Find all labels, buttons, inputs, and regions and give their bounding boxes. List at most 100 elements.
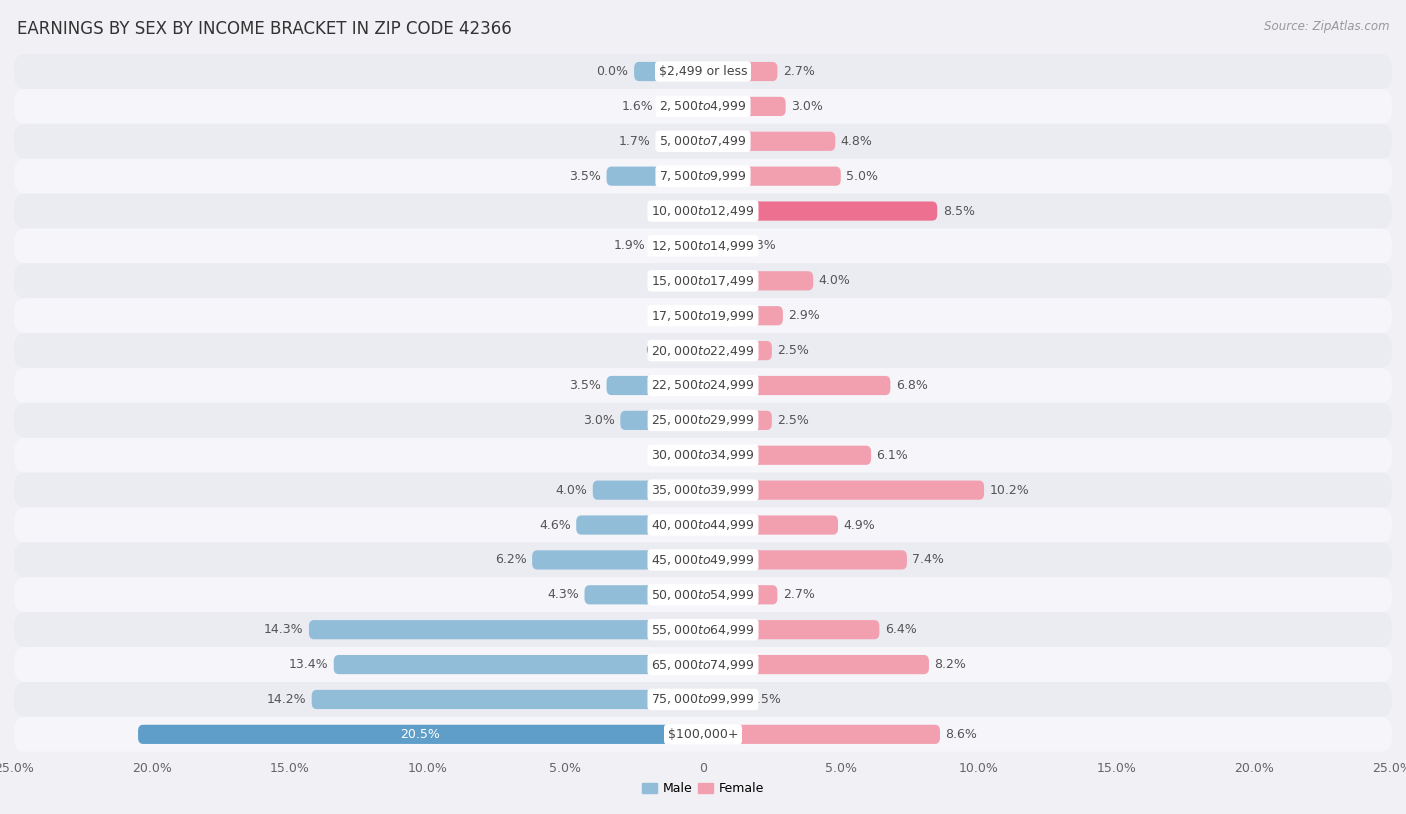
FancyBboxPatch shape	[312, 689, 703, 709]
Text: 6.1%: 6.1%	[876, 449, 908, 462]
Text: 14.2%: 14.2%	[267, 693, 307, 706]
Text: $2,500 to $4,999: $2,500 to $4,999	[659, 99, 747, 113]
FancyBboxPatch shape	[14, 542, 1392, 577]
FancyBboxPatch shape	[693, 445, 703, 465]
Text: $45,000 to $49,999: $45,000 to $49,999	[651, 553, 755, 567]
FancyBboxPatch shape	[14, 124, 1392, 159]
Text: Source: ZipAtlas.com: Source: ZipAtlas.com	[1264, 20, 1389, 33]
Text: 8.2%: 8.2%	[935, 658, 966, 671]
FancyBboxPatch shape	[14, 612, 1392, 647]
FancyBboxPatch shape	[138, 724, 703, 744]
FancyBboxPatch shape	[703, 550, 907, 570]
FancyBboxPatch shape	[14, 54, 1392, 89]
FancyBboxPatch shape	[14, 438, 1392, 473]
FancyBboxPatch shape	[585, 585, 703, 604]
FancyBboxPatch shape	[14, 89, 1392, 124]
Text: 0.38%: 0.38%	[647, 449, 688, 462]
Text: 0.0%: 0.0%	[596, 65, 628, 78]
Text: 13.4%: 13.4%	[288, 658, 328, 671]
Text: $35,000 to $39,999: $35,000 to $39,999	[651, 484, 755, 497]
FancyBboxPatch shape	[14, 682, 1392, 717]
Text: 0.0%: 0.0%	[665, 204, 697, 217]
Text: 4.6%: 4.6%	[538, 519, 571, 532]
Text: $20,000 to $22,499: $20,000 to $22,499	[651, 344, 755, 357]
Text: 0.0%: 0.0%	[665, 309, 697, 322]
FancyBboxPatch shape	[703, 620, 879, 639]
Text: EARNINGS BY SEX BY INCOME BRACKET IN ZIP CODE 42366: EARNINGS BY SEX BY INCOME BRACKET IN ZIP…	[17, 20, 512, 38]
Text: 2.5%: 2.5%	[778, 344, 810, 357]
Text: 5.0%: 5.0%	[846, 169, 879, 182]
Text: $75,000 to $99,999: $75,000 to $99,999	[651, 693, 755, 707]
FancyBboxPatch shape	[703, 480, 984, 500]
FancyBboxPatch shape	[620, 411, 703, 430]
FancyBboxPatch shape	[14, 194, 1392, 229]
Text: $50,000 to $54,999: $50,000 to $54,999	[651, 588, 755, 602]
Legend: Male, Female: Male, Female	[637, 777, 769, 800]
Text: 3.0%: 3.0%	[583, 414, 614, 427]
FancyBboxPatch shape	[703, 445, 872, 465]
Text: 2.9%: 2.9%	[789, 309, 820, 322]
Text: 8.6%: 8.6%	[945, 728, 977, 741]
FancyBboxPatch shape	[14, 264, 1392, 298]
FancyBboxPatch shape	[606, 376, 703, 395]
FancyBboxPatch shape	[14, 333, 1392, 368]
Text: 4.0%: 4.0%	[818, 274, 851, 287]
FancyBboxPatch shape	[703, 515, 838, 535]
FancyBboxPatch shape	[576, 515, 703, 535]
Text: $12,500 to $14,999: $12,500 to $14,999	[651, 239, 755, 253]
FancyBboxPatch shape	[14, 577, 1392, 612]
Text: 0.46%: 0.46%	[645, 344, 685, 357]
FancyBboxPatch shape	[690, 341, 703, 360]
Text: 3.5%: 3.5%	[569, 379, 600, 392]
FancyBboxPatch shape	[657, 132, 703, 151]
FancyBboxPatch shape	[309, 620, 703, 639]
Text: 6.2%: 6.2%	[495, 554, 527, 567]
FancyBboxPatch shape	[703, 167, 841, 186]
FancyBboxPatch shape	[703, 341, 772, 360]
FancyBboxPatch shape	[703, 271, 813, 291]
Text: $7,500 to $9,999: $7,500 to $9,999	[659, 169, 747, 183]
Text: $100,000+: $100,000+	[668, 728, 738, 741]
Text: $25,000 to $29,999: $25,000 to $29,999	[651, 414, 755, 427]
Text: 2.7%: 2.7%	[783, 65, 815, 78]
Text: 2.7%: 2.7%	[783, 589, 815, 602]
Text: $17,500 to $19,999: $17,500 to $19,999	[651, 309, 755, 322]
Text: 8.5%: 8.5%	[943, 204, 974, 217]
FancyBboxPatch shape	[659, 97, 703, 116]
Text: $55,000 to $64,999: $55,000 to $64,999	[651, 623, 755, 637]
FancyBboxPatch shape	[14, 647, 1392, 682]
Text: 0.0%: 0.0%	[665, 274, 697, 287]
FancyBboxPatch shape	[703, 132, 835, 151]
Text: 1.6%: 1.6%	[621, 100, 654, 113]
FancyBboxPatch shape	[634, 62, 703, 81]
Text: 4.0%: 4.0%	[555, 484, 588, 497]
Text: 10.2%: 10.2%	[990, 484, 1029, 497]
Text: $40,000 to $44,999: $40,000 to $44,999	[651, 518, 755, 532]
Text: 14.3%: 14.3%	[264, 624, 304, 637]
FancyBboxPatch shape	[703, 724, 941, 744]
Text: $2,499 or less: $2,499 or less	[659, 65, 747, 78]
Text: $22,500 to $24,999: $22,500 to $24,999	[651, 379, 755, 392]
FancyBboxPatch shape	[703, 585, 778, 604]
FancyBboxPatch shape	[14, 508, 1392, 542]
Text: 1.3%: 1.3%	[744, 239, 776, 252]
Text: $5,000 to $7,499: $5,000 to $7,499	[659, 134, 747, 148]
FancyBboxPatch shape	[14, 717, 1392, 752]
FancyBboxPatch shape	[703, 97, 786, 116]
FancyBboxPatch shape	[703, 306, 783, 326]
Text: 1.7%: 1.7%	[619, 135, 651, 148]
Text: 20.5%: 20.5%	[401, 728, 440, 741]
FancyBboxPatch shape	[14, 229, 1392, 264]
FancyBboxPatch shape	[333, 655, 703, 674]
Text: $15,000 to $17,499: $15,000 to $17,499	[651, 274, 755, 288]
Text: 4.9%: 4.9%	[844, 519, 876, 532]
FancyBboxPatch shape	[531, 550, 703, 570]
Text: 2.5%: 2.5%	[778, 414, 810, 427]
FancyBboxPatch shape	[703, 689, 744, 709]
Text: $30,000 to $34,999: $30,000 to $34,999	[651, 449, 755, 462]
FancyBboxPatch shape	[593, 480, 703, 500]
FancyBboxPatch shape	[703, 411, 772, 430]
FancyBboxPatch shape	[14, 403, 1392, 438]
Text: 1.5%: 1.5%	[749, 693, 782, 706]
Text: 4.8%: 4.8%	[841, 135, 873, 148]
